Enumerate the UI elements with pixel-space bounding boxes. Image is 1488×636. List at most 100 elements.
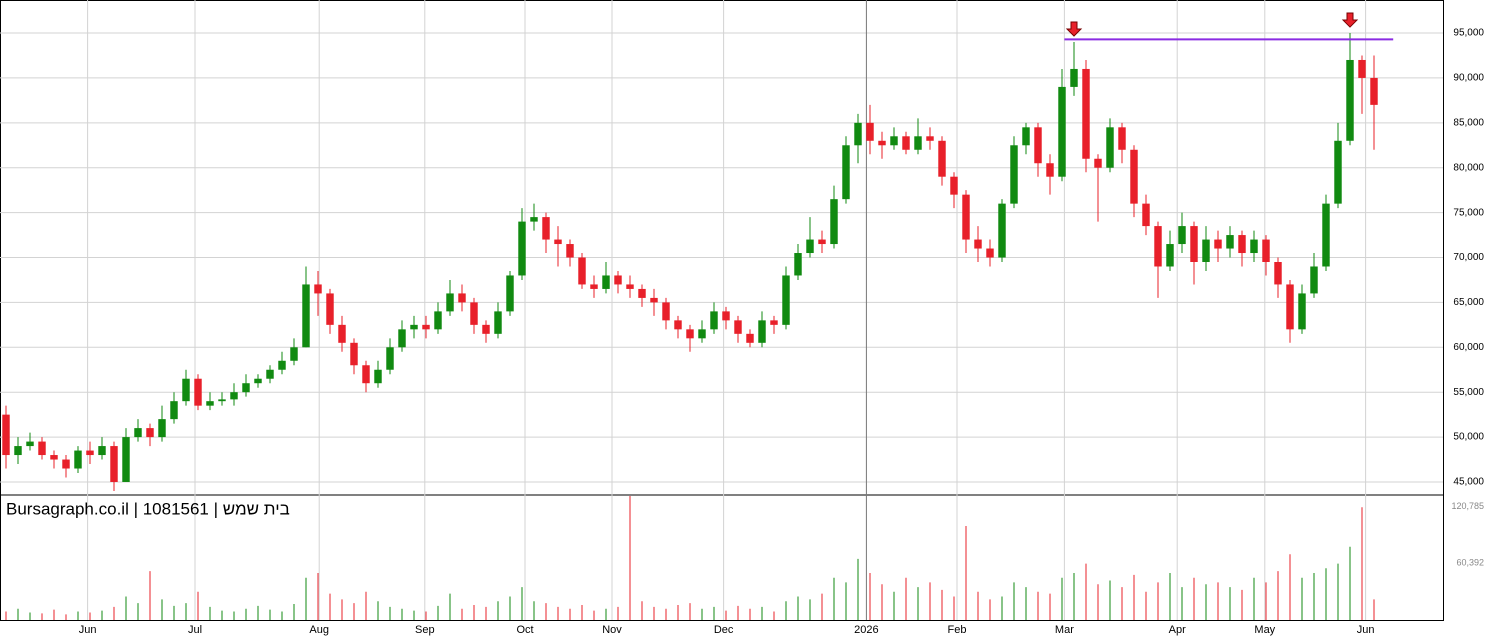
x-tick-label: May — [1254, 624, 1275, 636]
candle-body — [290, 347, 298, 361]
x-tick-label: Mar — [1055, 624, 1074, 636]
candle-body — [1106, 127, 1114, 168]
candle-body — [206, 401, 214, 406]
candle-body — [242, 383, 250, 393]
x-tick-label: Dec — [714, 624, 734, 636]
marks — [2, 12, 1394, 620]
y-tick-label: 90,000 — [1453, 73, 1484, 84]
volume-tick-label: 120,785 — [1451, 501, 1484, 511]
candle-body — [566, 244, 574, 258]
candle-body — [602, 275, 610, 289]
candle-body — [914, 136, 922, 150]
candle-body — [62, 459, 70, 469]
candle-body — [1238, 235, 1246, 254]
candle-body — [386, 347, 394, 370]
candle-body — [182, 378, 190, 402]
candle-body — [1046, 163, 1054, 177]
candle-body — [110, 446, 118, 482]
candle-body — [326, 293, 334, 325]
candle-body — [890, 136, 898, 146]
candle-body — [1214, 239, 1222, 249]
candle-body — [302, 284, 310, 348]
candle-body — [74, 450, 82, 469]
candle-body — [14, 446, 22, 456]
candle-body — [1262, 239, 1270, 263]
candle-body — [254, 378, 262, 384]
candle-body — [770, 320, 778, 325]
candle-body — [1310, 266, 1318, 294]
candle-body — [134, 428, 142, 438]
candle-body — [698, 329, 706, 339]
y-tick-label: 60,000 — [1453, 342, 1484, 353]
candle-body — [1034, 127, 1042, 164]
candle-body — [974, 239, 982, 249]
candle-body — [818, 239, 826, 245]
y-tick-label: 45,000 — [1453, 477, 1484, 488]
candle-body — [422, 324, 430, 330]
candle-body — [1226, 235, 1234, 249]
candle-body — [1142, 203, 1150, 227]
candle-body — [986, 248, 994, 258]
x-tick-label: Sep — [415, 624, 435, 636]
candle-body — [1286, 284, 1294, 330]
candle-body — [506, 275, 514, 312]
candle-body — [1370, 77, 1378, 105]
x-tick-label: 2026 — [854, 624, 878, 636]
candle-body — [50, 455, 58, 460]
candle-body — [746, 333, 754, 343]
candle-body — [542, 217, 550, 240]
arrow-marker — [1341, 12, 1359, 28]
candle-body — [830, 199, 838, 245]
candle-body — [1130, 149, 1138, 204]
candle-body — [842, 145, 850, 200]
candle-body — [86, 450, 94, 456]
x-tick-label: Oct — [516, 624, 533, 636]
candle-body — [1010, 145, 1018, 204]
candle-body — [734, 320, 742, 334]
candle-body — [554, 239, 562, 245]
candle-body — [482, 324, 490, 334]
candle-body — [662, 302, 670, 321]
candle-body — [1190, 226, 1198, 263]
candle-body — [638, 288, 646, 298]
candle-body — [938, 140, 946, 177]
arrow-marker — [1065, 21, 1083, 37]
candle-body — [782, 275, 790, 325]
candle-body — [98, 446, 106, 456]
candle-body — [266, 369, 274, 379]
candle-body — [1334, 140, 1342, 204]
candle-body — [470, 302, 478, 325]
candle-body — [1322, 203, 1330, 267]
candle-body — [158, 419, 166, 438]
candle-body — [878, 140, 886, 146]
candle-body — [1202, 239, 1210, 263]
candle-body — [530, 217, 538, 222]
y-tick-label: 65,000 — [1453, 297, 1484, 308]
candle-body — [434, 311, 442, 330]
candle-body — [758, 320, 766, 343]
x-tick-label: Jun — [79, 624, 97, 636]
candle-body — [38, 441, 46, 456]
plot-frame — [0, 0, 1444, 621]
candle-body — [518, 221, 526, 276]
candle-body — [458, 293, 466, 303]
candle-body — [626, 284, 634, 289]
y-tick-label: 95,000 — [1453, 28, 1484, 39]
candle-body — [1070, 68, 1078, 87]
candle-body — [1166, 244, 1174, 267]
candle-body — [494, 311, 502, 334]
candle-body — [1274, 262, 1282, 285]
y-tick-label: 50,000 — [1453, 432, 1484, 443]
candle-body — [998, 203, 1006, 258]
candle-body — [926, 136, 934, 141]
candle-body — [278, 360, 286, 370]
candle-body — [314, 284, 322, 294]
candle-body — [806, 239, 814, 254]
candle-body — [350, 342, 358, 366]
candle-body — [794, 253, 802, 276]
candle-body — [338, 324, 346, 343]
candle-body — [1082, 68, 1090, 159]
x-tick-label: Jul — [188, 624, 202, 636]
candle-body — [950, 176, 958, 195]
candle-body — [866, 122, 874, 141]
